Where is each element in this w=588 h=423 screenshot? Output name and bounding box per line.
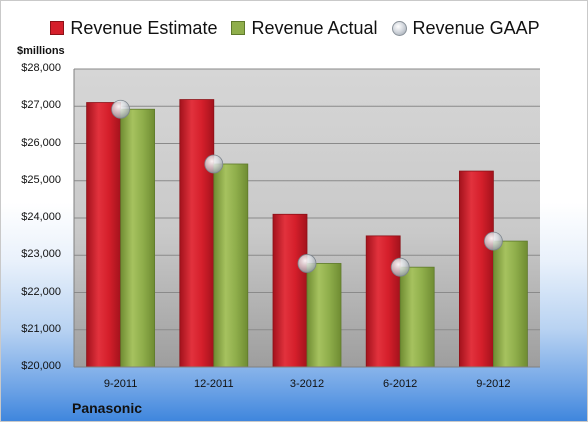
- estimate-bar: [86, 102, 121, 368]
- legend-item-gaap: Revenue GAAP: [391, 17, 540, 39]
- y-tick-label: $27,000: [21, 99, 61, 112]
- bars: [86, 99, 528, 368]
- actual-bar: [306, 263, 342, 368]
- y-tick-label: $22,000: [21, 285, 61, 298]
- x-tick-label: 9-2012: [476, 378, 511, 390]
- legend-swatch-actual: [231, 21, 246, 35]
- y-tick-label: $25,000: [21, 173, 61, 186]
- estimate-bar: [179, 99, 215, 368]
- gaap-marker: [111, 99, 130, 119]
- x-tick-label: 9-2011: [103, 378, 138, 390]
- legend-label-gaap: Revenue GAAP: [412, 17, 540, 38]
- estimate-bar: [458, 170, 494, 368]
- x-tick-label: 12-2011: [194, 378, 234, 390]
- estimate-bar: [272, 213, 308, 368]
- legend-item-actual: Revenue Actual: [231, 17, 378, 39]
- y-tick-label: $23,000: [21, 248, 61, 261]
- x-tick-label: 3-2012: [289, 378, 325, 390]
- x-tick-label: 6-2012: [383, 378, 418, 390]
- actual-bar: [120, 108, 155, 368]
- y-tick-label: $26,000: [21, 136, 61, 149]
- gaap-marker: [390, 257, 410, 277]
- actual-bar: [399, 266, 435, 368]
- company-name: Panasonic: [72, 400, 143, 416]
- actual-bar: [213, 163, 249, 368]
- y-tick-label: $21,000: [21, 322, 61, 335]
- legend: Revenue Estimate Revenue Actual Revenue …: [1, 15, 588, 41]
- gaap-marker: [483, 231, 503, 251]
- y-tick-label: $20,000: [21, 360, 61, 372]
- estimate-bar: [365, 235, 401, 368]
- legend-label-actual: Revenue Actual: [251, 17, 378, 38]
- legend-swatch-estimate: [50, 21, 65, 35]
- legend-label-estimate: Revenue Estimate: [70, 17, 218, 38]
- gaap-marker: [204, 154, 224, 174]
- actual-bar: [492, 240, 528, 368]
- legend-item-estimate: Revenue Estimate: [50, 18, 217, 39]
- legend-swatch-gaap: [391, 20, 407, 36]
- y-tick-label: $28,000: [21, 62, 61, 74]
- gaap-markers: [111, 99, 503, 277]
- y-axis-unit-label: $millions: [17, 45, 65, 57]
- gaap-marker: [297, 254, 317, 273]
- y-tick-label: $24,000: [21, 211, 61, 223]
